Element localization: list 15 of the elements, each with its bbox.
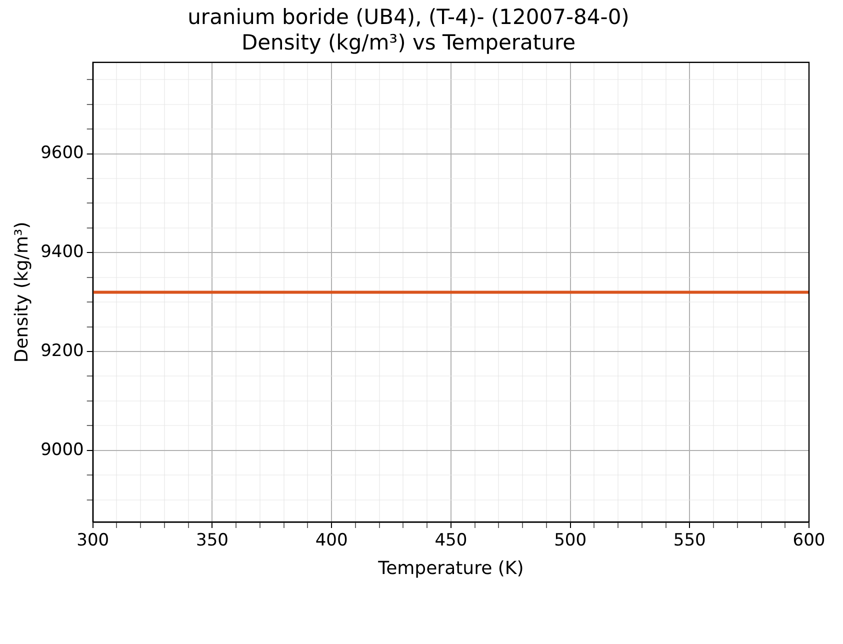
- y-tick-label: 9400: [40, 242, 84, 262]
- x-tick-label: 600: [792, 530, 826, 551]
- x-tick-label: 300: [76, 530, 110, 551]
- y-tick-label: 9000: [40, 440, 84, 460]
- x-tick-label: 550: [673, 530, 706, 551]
- text: uranium boride (UB4), (T-4)- (12007-84-0): [188, 5, 630, 30]
- x-axis-title: Temperature (K): [377, 558, 524, 579]
- x-tick-label: 450: [434, 530, 468, 551]
- x-tick-label: 400: [315, 530, 348, 551]
- y-axis-title: Density (kg/m³): [11, 222, 32, 363]
- x-tick-label: 500: [554, 530, 587, 551]
- y-tick-label: 9200: [40, 340, 84, 361]
- text: Density (kg/m³) vs Temperature: [241, 30, 576, 54]
- y-tick-label: 9600: [40, 143, 84, 164]
- x-tick-label: 350: [196, 530, 228, 551]
